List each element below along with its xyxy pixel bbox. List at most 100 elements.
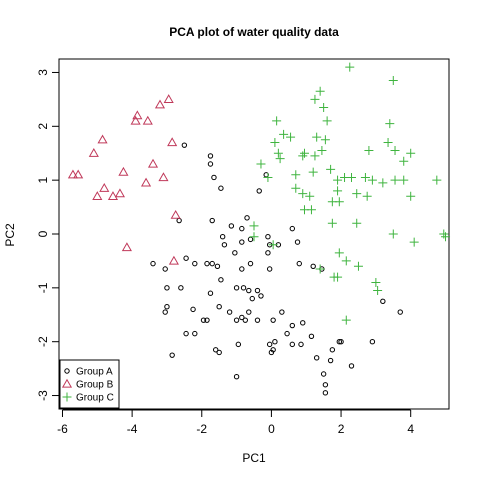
triangle-point <box>67 169 78 179</box>
plus-point <box>291 170 301 180</box>
plus-point <box>409 237 419 247</box>
circle-point <box>369 338 376 345</box>
plus-point <box>341 256 351 266</box>
circle-point <box>289 341 296 348</box>
circle-point <box>272 338 278 345</box>
circle-point <box>207 290 214 296</box>
x-tick-label: -2 <box>196 422 207 436</box>
circle-point <box>336 338 343 345</box>
triangle-point <box>114 188 125 198</box>
triangle-point <box>97 134 108 144</box>
plus-point <box>388 76 398 86</box>
plus-point <box>334 248 344 258</box>
plus-point <box>390 175 400 185</box>
x-tick-label: 2 <box>338 422 345 436</box>
plus-point <box>362 191 372 201</box>
plus-point <box>270 137 280 147</box>
plus-point <box>298 151 308 161</box>
circle-point <box>228 223 235 229</box>
circle-point <box>209 260 215 267</box>
triangle-point <box>163 94 174 104</box>
y-tick-label: -2 <box>36 336 50 347</box>
plus-point <box>353 261 363 271</box>
circle-point <box>221 242 228 248</box>
circle-point <box>254 287 261 294</box>
circle-point <box>279 309 285 315</box>
plus-point <box>315 86 325 96</box>
circle-point <box>233 373 240 380</box>
legend-circle-icon <box>64 368 70 374</box>
circle-point <box>266 266 273 272</box>
circle-point <box>338 338 344 345</box>
legend-item: Group B <box>61 378 114 391</box>
plus-point <box>275 154 285 164</box>
y-axis-title: PC2 <box>3 223 17 247</box>
triangle-point <box>88 148 99 157</box>
circle-point <box>268 349 275 356</box>
triangle-point <box>154 99 166 109</box>
circle-point <box>207 153 214 159</box>
plus-point <box>333 186 343 196</box>
x-axis: -6 -4 -2 0 2 4 <box>57 409 414 436</box>
y-axis: -3 -2 -1 0 1 2 3 <box>36 69 60 401</box>
plus-point <box>352 189 362 199</box>
plus-point <box>364 146 374 156</box>
legend-items: Group A Group B Group C <box>61 367 114 404</box>
plus-point <box>249 221 259 231</box>
circle-point <box>219 233 226 240</box>
circle-point <box>266 341 273 348</box>
legend-label: Group B <box>76 380 114 391</box>
y-tick-label: 1 <box>36 176 50 183</box>
plus-point <box>390 146 400 156</box>
circle-point <box>265 233 271 240</box>
circle-point <box>239 266 245 272</box>
plus-point <box>385 119 395 129</box>
circle-point <box>308 333 315 340</box>
triangle-point <box>99 183 110 192</box>
triangle-point <box>132 110 143 120</box>
plus-point <box>326 164 336 174</box>
plus-point <box>441 232 451 242</box>
circle-point <box>327 357 334 364</box>
legend: Group A Group B Group C <box>59 359 120 409</box>
circle-point <box>183 330 189 337</box>
plus-point <box>432 175 442 185</box>
x-axis-title: PC1 <box>242 451 266 465</box>
series-group-a <box>150 142 403 396</box>
plus-point <box>383 137 393 147</box>
plus-point <box>341 315 351 325</box>
circle-point <box>329 347 336 353</box>
circle-point <box>233 285 240 291</box>
legend-label: Group C <box>76 393 114 404</box>
plus-point <box>388 229 398 239</box>
circle-point <box>270 317 276 323</box>
plus-point <box>406 191 416 201</box>
circle-point <box>204 317 210 323</box>
plus-point <box>399 175 409 185</box>
plus-point <box>327 218 337 228</box>
triangle-point <box>168 255 179 265</box>
x-tick-label: -4 <box>127 422 138 436</box>
triangle-point <box>73 169 84 179</box>
circle-point <box>212 347 219 353</box>
circle-point <box>162 309 168 315</box>
circle-point <box>216 303 222 310</box>
circle-point <box>235 341 242 348</box>
legend-item: Group A <box>64 367 113 378</box>
x-tick-label: -6 <box>57 422 68 436</box>
circle-point <box>256 188 262 194</box>
circle-point <box>162 266 168 272</box>
plus-point <box>352 218 362 228</box>
series-group-b <box>67 94 181 265</box>
y-tick-label: 0 <box>36 230 50 237</box>
triangle-point <box>147 158 159 168</box>
plus-point <box>249 232 259 242</box>
x-tick-label: 4 <box>407 422 414 436</box>
plus-point <box>317 146 327 156</box>
circle-point <box>240 285 247 291</box>
circle-point <box>265 250 271 256</box>
circle-point <box>322 390 329 396</box>
circle-point <box>284 330 290 337</box>
circle-point <box>209 217 215 224</box>
